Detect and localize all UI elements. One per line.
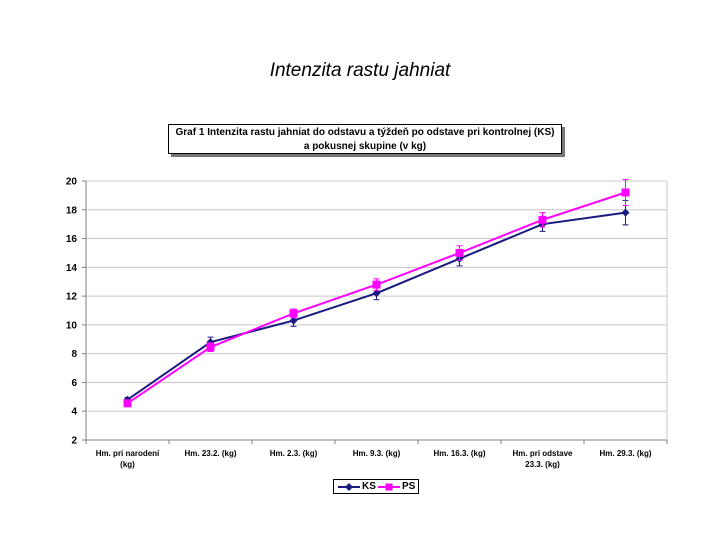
y-tick-label: 12 (66, 292, 78, 303)
y-tick-label: 2 (71, 436, 77, 447)
y-tick-label: 18 (66, 205, 78, 216)
x-tick-label: Hm. 9.3. (kg) (353, 449, 401, 458)
legend-ks-marker (338, 483, 360, 491)
y-tick-label: 10 (66, 320, 78, 331)
x-tick-label: Hm. 29.3. (kg) (599, 449, 651, 458)
data-point-ps (372, 280, 381, 289)
data-point-ks (372, 289, 381, 298)
y-tick-label: 20 (66, 177, 78, 188)
data-point-ks (621, 208, 630, 217)
y-tick-label: 14 (66, 263, 78, 274)
data-point-ps (455, 248, 464, 257)
data-point-ps (538, 215, 547, 224)
x-tick-label: Hm. 16.3. (kg) (433, 449, 485, 458)
data-point-ps (206, 343, 215, 352)
chart-caption-line-2: a pokusnej skupine (v kg) (303, 141, 427, 152)
x-tick-label: Hm. pri odstave (512, 449, 573, 458)
y-tick-label: 4 (71, 407, 77, 418)
legend-ks-label: KS (362, 481, 376, 492)
chart-caption: Graf 1 Intenzita rastu jahniat do odstav… (168, 124, 562, 154)
x-tick-label: (kg) (120, 460, 135, 469)
data-point-ps (621, 188, 630, 197)
y-tick-label: 6 (71, 378, 77, 389)
data-point-ps (123, 399, 132, 408)
x-tick-label: Hm. pri narodení (96, 449, 160, 458)
legend-ps-marker (378, 483, 400, 491)
slide-title: Intenzita rastu jahniat (269, 60, 451, 81)
x-tick-label: Hm. 2.3. (kg) (270, 449, 318, 458)
data-point-ks (289, 316, 298, 325)
y-tick-label: 16 (66, 234, 78, 245)
x-tick-label: Hm. 23.2. (kg) (184, 449, 236, 458)
data-point-ps (289, 309, 298, 318)
chart-caption-line-1: Graf 1 Intenzita rastu jahniat do odstav… (175, 127, 555, 138)
x-tick-label: 23.3. (kg) (525, 460, 560, 469)
y-tick-label: 8 (71, 349, 77, 360)
legend-ps-label: PS (402, 481, 416, 492)
series-line-ks (126, 211, 626, 401)
chart-legend: KS PS (333, 479, 419, 494)
